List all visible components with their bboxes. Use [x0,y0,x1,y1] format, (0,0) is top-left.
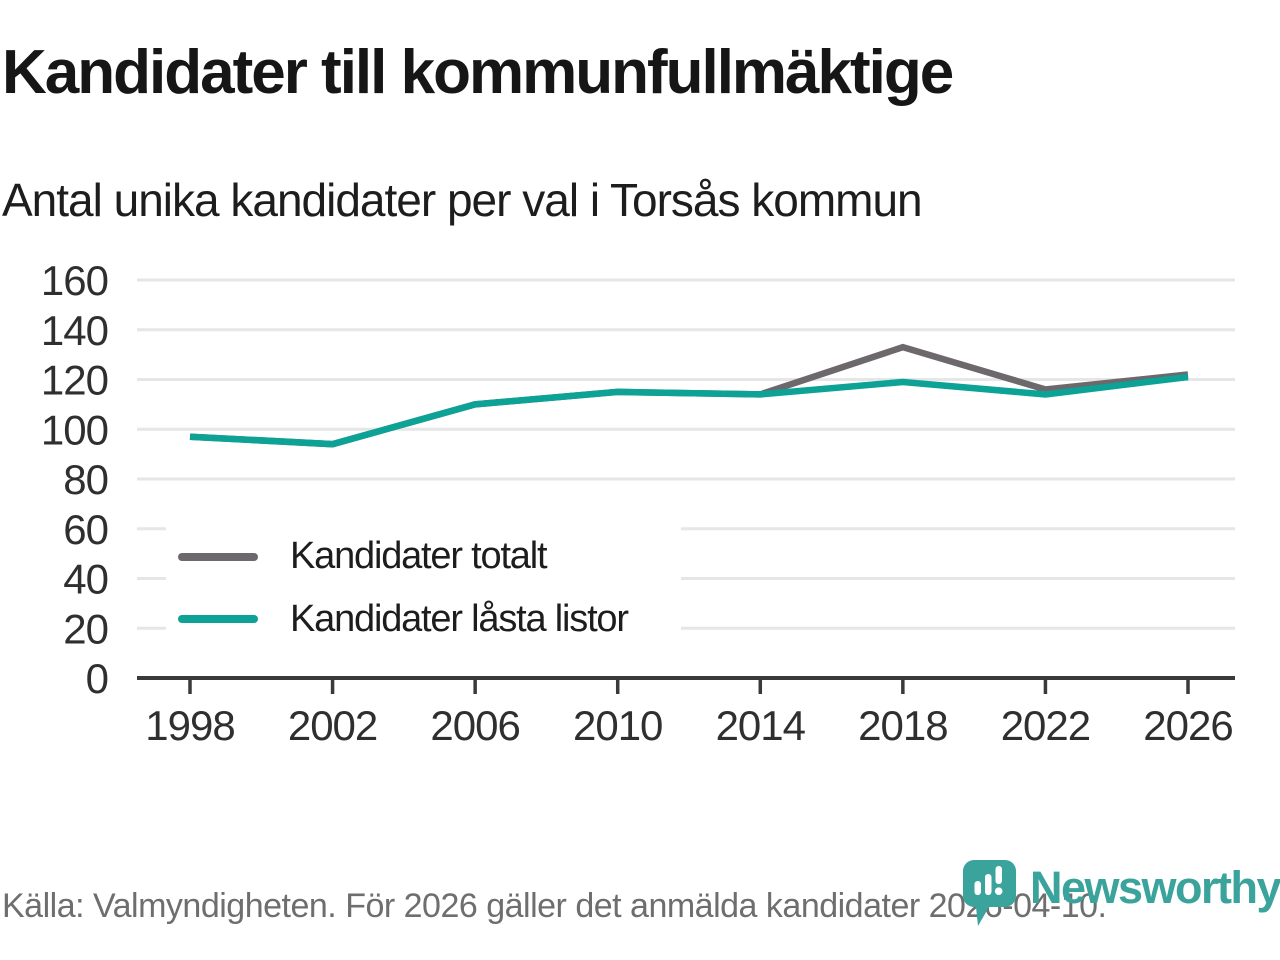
y-tick-label: 160 [41,257,108,304]
y-tick-label: 60 [63,506,108,553]
y-tick-label: 20 [63,605,108,652]
legend-label-lasta-listor: Kandidater låsta listor [290,597,629,640]
newsworthy-wordmark: Newsworthy [1030,862,1280,913]
y-tick-label: 80 [63,456,108,503]
x-tick-label: 2006 [430,702,519,749]
legend-item-totalt: Kandidater totalt [166,531,681,583]
legend-swatch-lasta-listor [178,615,258,624]
x-tick-label: 2022 [1001,702,1090,749]
x-tick-label: 2014 [716,702,806,749]
x-tick-label: 2002 [288,702,377,749]
y-tick-label: 100 [41,406,108,453]
x-tick-label: 2010 [573,702,662,749]
legend-swatch-totalt [178,552,258,561]
y-tick-label: 120 [41,357,108,404]
newsworthy-logo: Newsworthy [963,860,1280,926]
x-tick-label: 2026 [1143,702,1232,749]
legend-item-lasta-listor: Kandidater låsta listor [166,593,681,645]
x-tick-label: 1998 [145,702,234,749]
y-tick-label: 40 [63,556,108,603]
source-note: Källa: Valmyndigheten. För 2026 gäller d… [2,887,1107,925]
chart-subtitle: Antal unika kandidater per val i Torsås … [2,174,923,226]
legend: Kandidater totalt Kandidater låsta listo… [166,520,681,656]
y-tick-label: 140 [41,307,108,354]
y-tick-label: 0 [86,655,108,702]
series-line-1 [189,373,1189,448]
x-tick-label: 2018 [858,702,947,749]
chart-title: Kandidater till kommunfullmäktige [2,38,954,107]
legend-label-totalt: Kandidater totalt [290,535,548,578]
newsworthy-pin-icon [963,860,1016,926]
